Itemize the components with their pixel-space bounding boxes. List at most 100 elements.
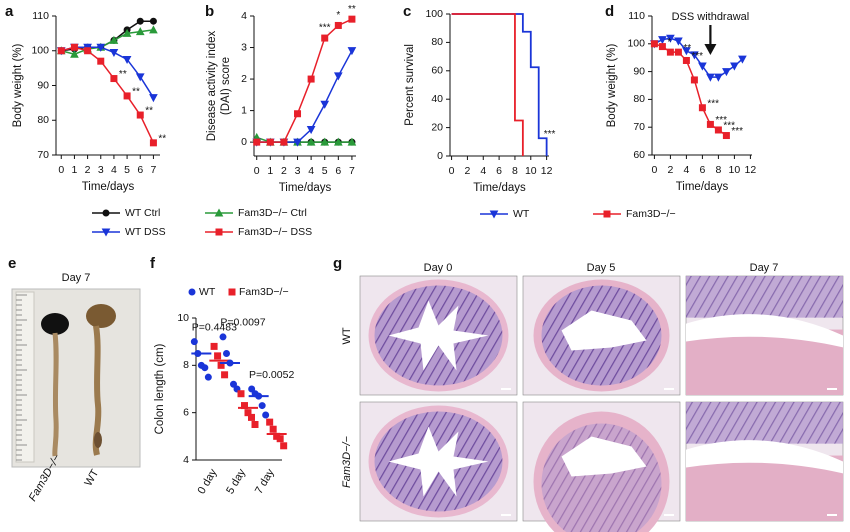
x-tick-label: 3 [98, 164, 104, 176]
marker [101, 228, 111, 237]
marker [214, 208, 224, 217]
significance-label: *** [715, 115, 727, 126]
significance-label: ** [683, 43, 691, 54]
x-tick-label: 4 [480, 165, 486, 177]
x-tick-label: 2 [85, 164, 91, 176]
y-axis-title: Body weight (%) [12, 43, 24, 127]
marker [135, 27, 145, 36]
x-tick-label: 5 day [224, 467, 248, 497]
panel-letter: b [205, 3, 214, 20]
marker [266, 138, 274, 146]
lumen [388, 426, 489, 497]
y-tick-label: 60 [633, 149, 645, 161]
p-value: P=0.0097 [220, 317, 265, 329]
marker [214, 352, 222, 360]
y-tick-label: 10 [177, 312, 189, 324]
marker [149, 139, 157, 147]
y-tick-label: 100 [627, 38, 645, 50]
y-tick-label: 40 [431, 93, 443, 105]
marker [280, 138, 288, 146]
marker [149, 94, 158, 103]
significance-label: ** [158, 133, 166, 144]
lumen [686, 314, 843, 348]
lumen [686, 440, 843, 474]
legend-label: WT [513, 208, 530, 220]
y-tick-label: 90 [633, 65, 645, 77]
y-tick-label: 8 [183, 359, 189, 371]
marker [603, 210, 611, 218]
marker [228, 288, 236, 296]
legend-label: WT DSS [125, 226, 166, 238]
marker [96, 43, 106, 52]
lumen [561, 436, 647, 477]
x-tick-label: 1 [267, 165, 273, 177]
x-tick-label: 1 [72, 164, 78, 176]
marker [658, 36, 667, 45]
marker [149, 17, 157, 25]
marker [489, 210, 499, 219]
series-line [654, 43, 727, 137]
y-tick-label: 3 [241, 41, 247, 53]
photo-title: Day 7 [62, 272, 91, 284]
x-tick-label: 0 [651, 164, 657, 176]
significance-label: *** [707, 98, 719, 109]
marker [109, 48, 119, 58]
marker [722, 68, 731, 77]
panel-letter: d [605, 3, 614, 20]
x-tick-label: 12 [745, 164, 757, 176]
y-tick-label: 1 [241, 104, 247, 116]
panel-letter: e [8, 255, 16, 272]
legend-label: WT [199, 286, 216, 298]
marker [248, 413, 255, 421]
x-tick-label: 12 [541, 165, 553, 177]
marker [110, 75, 118, 83]
significance-label: ** [119, 69, 127, 80]
y-tick-label: 100 [425, 8, 443, 20]
photo-label: WT [82, 467, 101, 488]
significance-label: *** [319, 23, 331, 34]
x-tick-label: 4 [111, 164, 117, 176]
marker [136, 17, 144, 25]
y-axis-title: (DAI) score [220, 57, 232, 115]
marker [109, 35, 119, 44]
column-label: Day 0 [424, 262, 453, 274]
legend-label: Fam3D−/− [626, 208, 676, 220]
y-tick-label: 4 [183, 454, 189, 466]
x-tick-label: 0 [254, 165, 260, 177]
significance-label: *** [544, 129, 556, 140]
marker [730, 62, 739, 71]
marker [190, 338, 198, 346]
significance-label: ** [145, 106, 153, 117]
y-tick-label: 100 [31, 45, 49, 57]
x-tick-label: 4 [683, 164, 689, 176]
y-tick-label: 20 [431, 121, 443, 133]
significance-label: ** [132, 87, 140, 98]
y-axis-title: Body weight (%) [606, 43, 618, 127]
x-axis-title: Time/days [676, 181, 729, 193]
marker [706, 120, 714, 128]
marker [674, 48, 682, 56]
mucosa [686, 276, 843, 318]
marker [204, 373, 212, 381]
x-tick-label: 6 [496, 165, 502, 177]
x-tick-label: 10 [729, 164, 741, 176]
legend-label: Fam3D−/− DSS [238, 226, 312, 238]
significance-label: ** [348, 4, 356, 15]
y-tick-label: 0 [241, 136, 247, 148]
panel-letter: c [403, 3, 411, 20]
histology-grid [359, 275, 844, 532]
x-tick-label: 6 [335, 165, 341, 177]
y-axis-title: Disease activity index [206, 30, 218, 141]
event-label: DSS withdrawal [672, 11, 750, 23]
y-tick-label: 60 [431, 65, 443, 77]
marker [307, 75, 315, 83]
y-tick-label: 80 [431, 36, 443, 48]
x-tick-label: 5 [124, 164, 130, 176]
marker [122, 55, 132, 64]
significance-label: *** [691, 51, 703, 62]
marker [280, 442, 288, 450]
p-value: P=0.0052 [249, 369, 294, 381]
marker [714, 73, 723, 82]
